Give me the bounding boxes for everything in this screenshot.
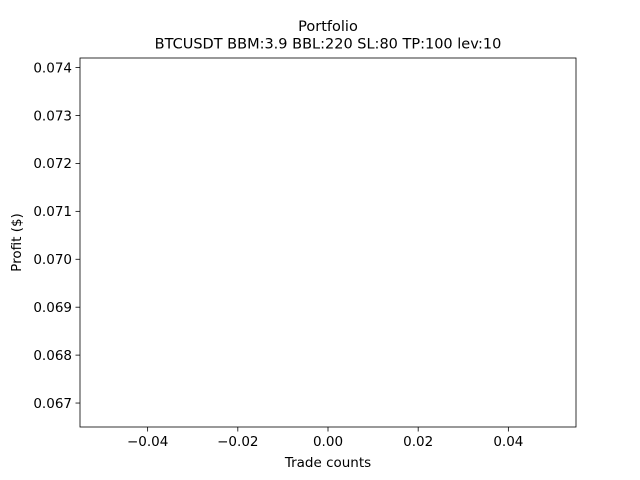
y-tick-label: 0.073: [33, 108, 72, 124]
y-axis-label: Profit ($): [9, 213, 25, 272]
plot-area: [79, 57, 577, 428]
x-tick-label: 0.04: [493, 434, 523, 450]
x-tick-label: 0.00: [313, 434, 343, 450]
x-axis: −0.04 −0.02 0.00 0.02 0.04: [127, 427, 523, 450]
x-tick-label: −0.02: [217, 434, 258, 450]
y-tick-label: 0.067: [33, 396, 72, 412]
x-tick-label: 0.02: [403, 434, 433, 450]
x-axis-label: Trade counts: [284, 455, 371, 471]
y-tick-label: 0.070: [33, 252, 72, 268]
y-tick-label: 0.072: [33, 156, 72, 172]
y-tick-label: 0.068: [33, 348, 72, 364]
y-axis: 0.067 0.068 0.069 0.070 0.071 0.072 0.073 0.074: [33, 60, 80, 412]
y-tick-label: 0.069: [33, 300, 72, 316]
y-tick-label: 0.074: [33, 60, 72, 76]
y-tick-label: 0.071: [33, 204, 72, 220]
chart-title: Portfolio: [298, 19, 358, 35]
chart-subtitle: BTCUSDT BBM:3.9 BBL:220 SL:80 TP:100 lev…: [155, 37, 502, 53]
plot-background: [80, 58, 576, 427]
x-tick-label: −0.04: [127, 434, 168, 450]
